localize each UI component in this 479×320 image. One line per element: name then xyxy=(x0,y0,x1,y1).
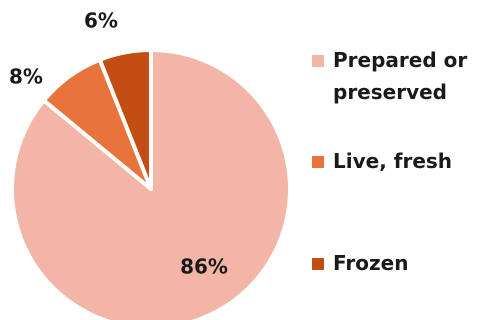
legend-swatch xyxy=(312,156,324,168)
legend-label: Live, fresh xyxy=(333,149,452,173)
legend: Prepared or preserved Live, fresh Frozen xyxy=(312,48,467,275)
percentage-label: 6% xyxy=(84,9,118,33)
legend-swatch xyxy=(312,258,324,270)
legend-label: Prepared or preserved xyxy=(333,48,467,104)
legend-label: Frozen xyxy=(333,251,408,275)
legend-swatch xyxy=(312,55,324,67)
percentage-label: 8% xyxy=(9,65,43,89)
pie-slices xyxy=(10,48,292,320)
pie-slice-frozen xyxy=(97,48,153,191)
pie-slice-prepared-or-preserved xyxy=(10,48,292,320)
percentage-label: 86% xyxy=(180,255,228,279)
percentage-labels: 86% 8% 6% xyxy=(9,9,228,279)
